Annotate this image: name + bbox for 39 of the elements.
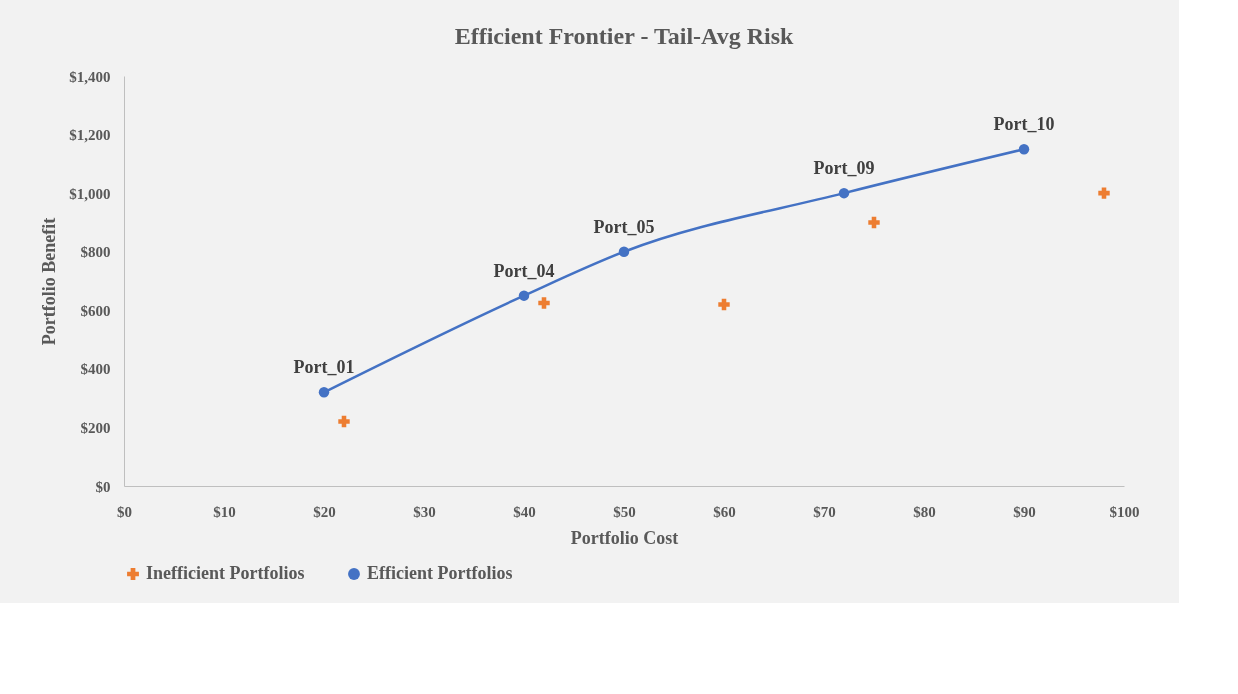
y-tick-label: $0 <box>95 478 111 495</box>
point <box>718 298 730 311</box>
x-tick-label: $10 <box>213 503 236 520</box>
annotation: Port_05 <box>593 216 655 237</box>
x-tick-label: $0 <box>117 503 132 520</box>
legend-label: Inefficient Portfolios <box>146 563 305 583</box>
annotation: Port_04 <box>493 260 555 281</box>
x-tick-label: $100 <box>1109 503 1140 520</box>
chart-title: Efficient Frontier - Tail-Avg Risk <box>454 23 794 49</box>
legend-label: Efficient Portfolios <box>367 563 513 583</box>
point <box>618 246 630 257</box>
x-tick-label: $60 <box>713 503 736 520</box>
x-tick-label: $40 <box>513 503 536 520</box>
y-axis-title: Portfolio Benefit <box>39 217 60 346</box>
y-tick-label: $200 <box>80 419 111 436</box>
x-axis-title: Portfolio Cost <box>570 527 679 548</box>
x-tick-label: $90 <box>1013 503 1036 520</box>
y-tick-label: $800 <box>80 244 111 261</box>
point <box>1098 187 1110 199</box>
x-tick-label: $70 <box>813 503 836 520</box>
x-tick-label: $20 <box>313 503 336 520</box>
y-tick-label: $1,400 <box>69 68 111 85</box>
annotation: Port_01 <box>293 357 355 378</box>
y-tick-label: $600 <box>80 302 111 319</box>
y-tick-label: $400 <box>80 361 111 378</box>
point <box>518 290 530 301</box>
x-tick-label: $30 <box>413 503 436 520</box>
point <box>538 297 550 309</box>
x-tick-label: $50 <box>613 503 636 520</box>
point <box>318 387 330 398</box>
point <box>1018 143 1030 155</box>
x-tick-label: $80 <box>913 503 936 520</box>
y-tick-label: $1,000 <box>69 185 111 202</box>
point <box>838 187 850 199</box>
y-tick-label: $1,200 <box>69 127 111 144</box>
annotation: Port_10 <box>993 114 1055 135</box>
annotation: Port_09 <box>813 158 875 179</box>
point <box>338 415 350 428</box>
point <box>868 216 880 229</box>
